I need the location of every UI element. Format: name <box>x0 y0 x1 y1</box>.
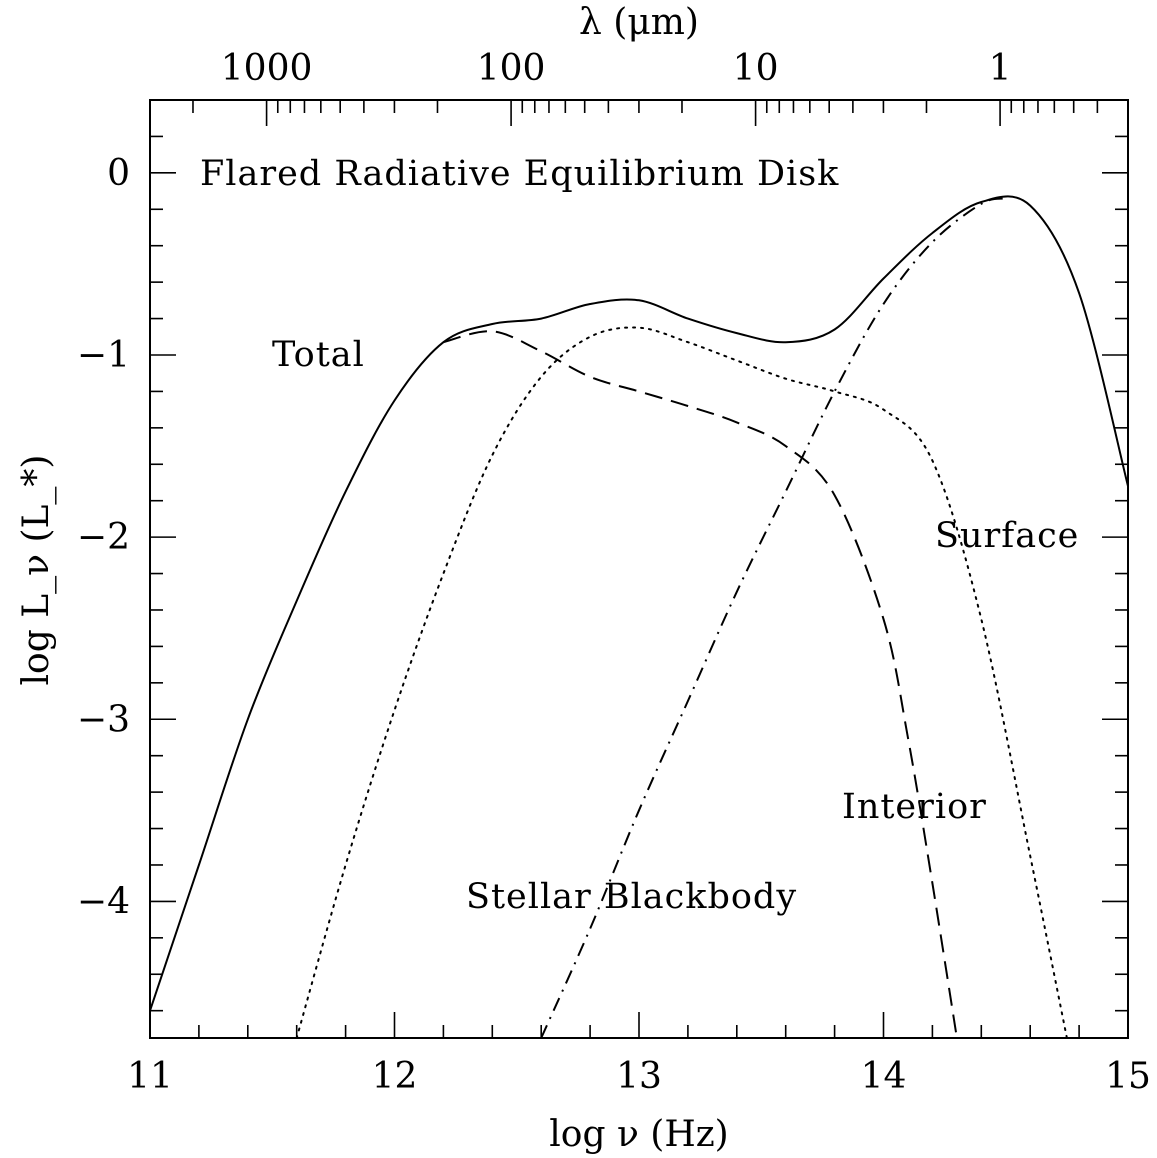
annotation-interior: Interior <box>842 787 987 827</box>
annotation-stellar-blackbody: Stellar Blackbody <box>466 877 797 917</box>
y-tick-label: −4 <box>77 881 130 922</box>
x-axis-label: log ν (Hz) <box>549 1114 728 1155</box>
x-tick-label: 12 <box>372 1056 418 1097</box>
y-tick-label: −1 <box>77 335 130 376</box>
axis-ticks <box>149 99 1129 1038</box>
top-tick-label: 100 <box>477 48 546 89</box>
y-tick-label: 0 <box>107 153 130 194</box>
top-tick-label: 1 <box>989 48 1012 89</box>
y-tick-label: −2 <box>77 517 130 558</box>
y-axis-label: log L_ν (L_*) <box>16 455 57 686</box>
x-tick-label: 15 <box>1105 1056 1151 1097</box>
annotation-surface: Surface <box>935 516 1079 556</box>
x-tick-label: 11 <box>127 1056 173 1097</box>
top-axis-label: λ (μm) <box>579 2 699 43</box>
annotation-total: Total <box>272 335 365 375</box>
x-tick-label: 14 <box>861 1056 907 1097</box>
x-tick-label: 13 <box>616 1056 662 1097</box>
top-tick-label: 1000 <box>221 48 313 89</box>
curve-stellar-blackbody <box>540 197 1007 1039</box>
curves <box>149 195 1129 1039</box>
top-tick-label: 10 <box>733 48 779 89</box>
curve-surface <box>295 326 1068 1039</box>
chart-title: Flared Radiative Equilibrium Disk <box>200 154 839 194</box>
curve-total <box>149 195 1129 1012</box>
curve-interior <box>443 330 958 1039</box>
y-tick-label: −3 <box>77 699 130 740</box>
